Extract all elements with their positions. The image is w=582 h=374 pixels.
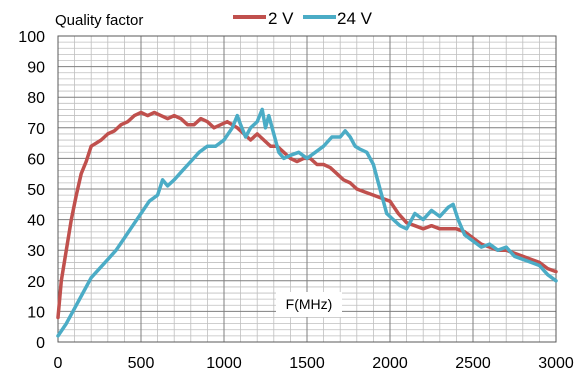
legend-label-2v: 2 V [268,9,294,28]
x-tick-label: 1500 [289,355,325,372]
y-tick-label: 50 [27,182,45,199]
x-axis-tick-labels: 0 500 1000 1500 2000 2500 3000 [54,355,574,372]
x-tick-label: 2000 [372,355,408,372]
series-layer [56,107,558,338]
x-tick-label: 3000 [538,355,574,372]
legend-label-24v: 24 V [337,9,373,28]
x-tick-label: 0 [54,355,63,372]
y-tick-label: 0 [36,335,45,352]
y-tick-label: 20 [27,274,45,291]
series-line-24v [56,107,558,338]
y-tick-label: 10 [27,304,45,321]
y-axis-label: Quality factor [55,12,143,29]
y-axis-tick-labels: 0 10 20 30 40 50 60 70 80 90 100 [18,29,45,352]
y-tick-label: 100 [18,29,45,46]
x-axis-label-box [276,292,342,317]
x-tick-label: 500 [128,355,155,372]
x-axis-label: F(MHz) [286,296,333,312]
y-tick-label: 30 [27,243,45,260]
y-tick-label: 40 [27,213,45,230]
x-tick-label: 1000 [206,355,242,372]
legend: 2 V 24 V [233,9,373,28]
y-tick-label: 60 [27,151,45,168]
plot-area-border [57,35,557,343]
y-tick-label: 80 [27,90,45,107]
y-tick-label: 90 [27,60,45,77]
y-tick-label: 70 [27,121,45,138]
x-tick-label: 2500 [455,355,491,372]
